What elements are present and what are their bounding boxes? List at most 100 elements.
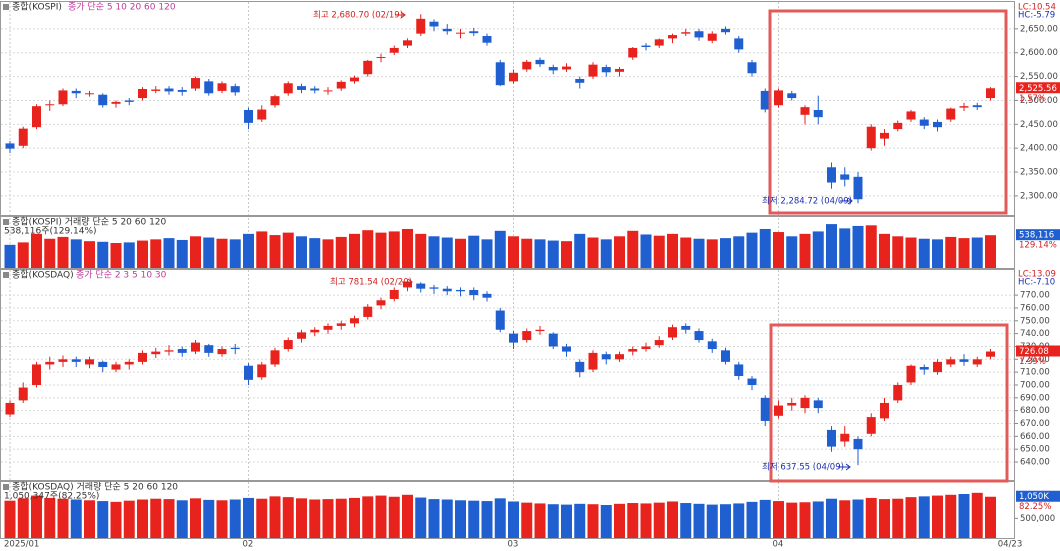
volume-bar bbox=[600, 239, 612, 268]
candle-body bbox=[866, 417, 876, 434]
volume-bar bbox=[309, 499, 321, 538]
x-tick-label: 02 bbox=[243, 540, 254, 550]
volume-bar bbox=[494, 230, 506, 268]
candle-body bbox=[138, 89, 147, 99]
arrow bbox=[402, 278, 413, 286]
volume-bar bbox=[216, 500, 228, 538]
y-tick-label: 2,350.00 bbox=[1020, 168, 1058, 178]
candle-body bbox=[668, 327, 677, 338]
candle-body bbox=[138, 352, 147, 362]
volume-bar bbox=[759, 499, 771, 538]
y-tick-label: 690.00 bbox=[1020, 393, 1050, 403]
lc-label: LC:13.09 bbox=[1018, 270, 1056, 280]
candle-body bbox=[85, 93, 94, 95]
candle-body bbox=[310, 88, 320, 91]
volume-bar bbox=[839, 228, 851, 268]
price-tag-label: 726.08 bbox=[1019, 347, 1049, 357]
change-label: 82.25% bbox=[1019, 502, 1051, 512]
volume-bar bbox=[150, 239, 162, 268]
volume-bar bbox=[256, 498, 268, 538]
volume-bar bbox=[468, 500, 480, 538]
volume-bar bbox=[190, 236, 201, 268]
candle-body bbox=[416, 18, 426, 34]
volume-bar bbox=[31, 233, 42, 268]
candle-body bbox=[601, 354, 611, 360]
candle-body bbox=[774, 90, 783, 106]
volume-bar bbox=[826, 498, 837, 538]
candle-body bbox=[482, 36, 492, 43]
candle-body bbox=[933, 121, 942, 128]
volume-bar bbox=[932, 495, 943, 538]
candle-body bbox=[151, 351, 161, 355]
candle-body bbox=[840, 433, 850, 442]
candle-body bbox=[747, 378, 757, 385]
arrow bbox=[395, 11, 406, 19]
candle-body bbox=[257, 109, 267, 120]
volume-bar bbox=[799, 233, 811, 268]
volume-bar bbox=[176, 500, 188, 538]
title-icon bbox=[3, 219, 9, 225]
volume-bar bbox=[640, 503, 652, 538]
volume-bar bbox=[322, 239, 334, 268]
candle-body bbox=[164, 88, 174, 92]
volume-bar bbox=[892, 498, 904, 538]
candle-body bbox=[787, 402, 797, 406]
panel-title: 종합(KOSPI) bbox=[12, 2, 62, 13]
candle-body bbox=[336, 81, 346, 89]
candle-body bbox=[283, 83, 293, 94]
candle-body bbox=[230, 86, 240, 93]
candle-body bbox=[694, 331, 704, 341]
volume-bar bbox=[720, 238, 731, 268]
candle-body bbox=[694, 31, 704, 38]
candle-body bbox=[575, 361, 585, 373]
candle-body bbox=[681, 325, 691, 330]
candle-body bbox=[336, 323, 346, 326]
candle-body bbox=[919, 367, 929, 370]
candle-body bbox=[297, 332, 306, 339]
volume-bar bbox=[534, 239, 546, 268]
hc-label: HC:-5.79 bbox=[1018, 11, 1055, 21]
candle-body bbox=[853, 176, 863, 200]
candle-body bbox=[575, 78, 585, 83]
volume-bar bbox=[282, 497, 294, 538]
volume-bar bbox=[508, 236, 519, 268]
panel-frame bbox=[0, 216, 1015, 269]
volume-bar bbox=[402, 494, 413, 538]
volume-bar bbox=[971, 237, 983, 268]
volume-bar bbox=[137, 499, 148, 538]
volume-bar bbox=[269, 235, 281, 268]
volume-bar bbox=[349, 233, 360, 268]
volume-bar bbox=[335, 236, 347, 268]
volume-bar bbox=[203, 237, 215, 268]
volume-bar bbox=[773, 232, 784, 268]
candle-body bbox=[310, 329, 320, 333]
volume-tag bbox=[1016, 229, 1060, 241]
candle-body bbox=[456, 289, 465, 292]
title-icon bbox=[3, 484, 9, 490]
candle-body bbox=[522, 331, 532, 341]
volume-bar bbox=[243, 233, 254, 268]
volume-bar bbox=[229, 499, 241, 538]
candle-body bbox=[257, 364, 267, 378]
volume-bar bbox=[481, 239, 493, 268]
y-tick-label: 2,600.00 bbox=[1020, 48, 1058, 58]
candle-body bbox=[283, 340, 293, 350]
panel-frame bbox=[0, 269, 1015, 481]
price-tag bbox=[1016, 345, 1060, 357]
candle-body bbox=[177, 89, 187, 92]
volume-bar bbox=[402, 228, 413, 268]
candle-body bbox=[45, 104, 55, 106]
candle-body bbox=[972, 359, 982, 365]
x-tick-label: 2025/01 bbox=[4, 540, 39, 550]
candle-body bbox=[456, 32, 465, 34]
y-tick-label: 660.00 bbox=[1020, 432, 1050, 442]
candle-body bbox=[628, 349, 638, 352]
volume-bar bbox=[4, 244, 16, 268]
volume-bar bbox=[879, 233, 890, 268]
volume-bar bbox=[547, 504, 559, 538]
candle-body bbox=[363, 306, 373, 317]
volume-bar bbox=[918, 238, 930, 268]
volume-bar bbox=[44, 238, 56, 268]
y-tick-label: 750.00 bbox=[1020, 316, 1050, 326]
volume-bar bbox=[600, 505, 612, 538]
